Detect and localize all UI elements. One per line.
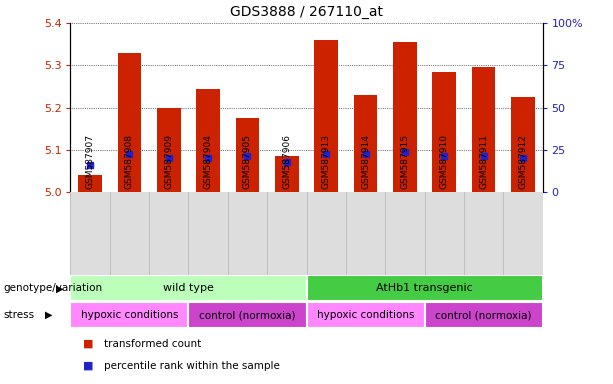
Text: ■: ■ — [83, 339, 93, 349]
Text: ▶: ▶ — [45, 310, 52, 320]
Bar — [511, 97, 535, 192]
Text: percentile rank within the sample: percentile rank within the sample — [104, 361, 280, 371]
Text: genotype/variation: genotype/variation — [3, 283, 102, 293]
Bar — [306, 302, 424, 328]
Text: ■: ■ — [83, 361, 93, 371]
Bar — [70, 302, 189, 328]
Text: hypoxic conditions: hypoxic conditions — [81, 310, 178, 320]
Title: GDS3888 / 267110_at: GDS3888 / 267110_at — [230, 5, 383, 19]
Bar — [157, 108, 181, 192]
Bar — [432, 72, 456, 192]
Bar — [306, 275, 543, 301]
Text: hypoxic conditions: hypoxic conditions — [317, 310, 414, 320]
Bar — [354, 95, 377, 192]
Bar — [424, 302, 543, 328]
Bar — [70, 275, 306, 301]
Bar — [78, 175, 102, 192]
Bar — [471, 68, 495, 192]
Text: AtHb1 transgenic: AtHb1 transgenic — [376, 283, 473, 293]
Text: wild type: wild type — [163, 283, 214, 293]
Text: control (normoxia): control (normoxia) — [199, 310, 295, 320]
Bar — [393, 42, 417, 192]
Bar — [275, 156, 299, 192]
Bar — [314, 40, 338, 192]
Bar — [196, 89, 220, 192]
Text: stress: stress — [3, 310, 34, 320]
Bar — [118, 53, 142, 192]
Bar — [235, 118, 259, 192]
Text: control (normoxia): control (normoxia) — [435, 310, 531, 320]
Bar — [189, 302, 306, 328]
Text: ▶: ▶ — [56, 283, 63, 293]
Text: transformed count: transformed count — [104, 339, 202, 349]
